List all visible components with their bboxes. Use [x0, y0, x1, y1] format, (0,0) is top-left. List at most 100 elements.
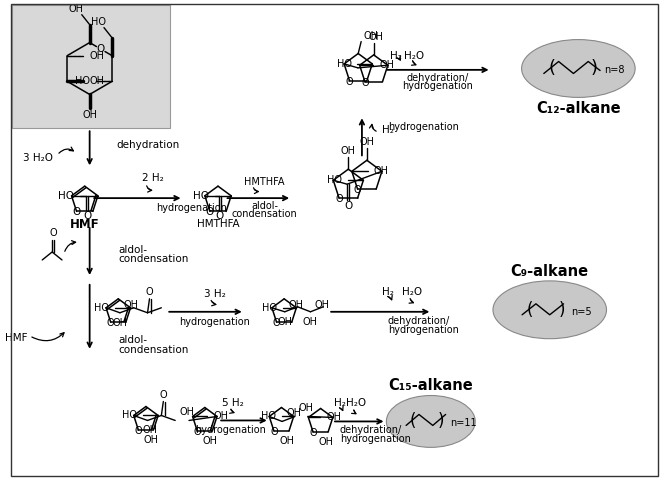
- Text: OH: OH: [368, 32, 383, 42]
- Text: (: (: [410, 412, 416, 431]
- Text: OH: OH: [289, 300, 304, 310]
- Text: OH: OH: [68, 4, 83, 13]
- Text: ): ): [558, 301, 565, 319]
- Text: O: O: [72, 207, 81, 217]
- Text: hydrogenation: hydrogenation: [156, 203, 226, 213]
- Text: aldol-: aldol-: [118, 245, 148, 255]
- Text: OH: OH: [341, 146, 355, 156]
- Text: HO: HO: [94, 303, 109, 313]
- Text: 3 H₂: 3 H₂: [204, 289, 226, 299]
- Text: O: O: [83, 211, 91, 221]
- Text: OH: OH: [124, 300, 139, 310]
- Text: n=5: n=5: [571, 307, 592, 317]
- FancyBboxPatch shape: [12, 5, 169, 128]
- Text: n=8: n=8: [604, 65, 624, 75]
- Text: HO: HO: [91, 17, 105, 26]
- Text: HMF: HMF: [5, 333, 27, 343]
- Text: OH: OH: [326, 412, 341, 422]
- Text: hydrogenation: hydrogenation: [195, 425, 265, 435]
- Text: HO: HO: [193, 191, 209, 201]
- Text: HO: HO: [336, 59, 352, 69]
- Text: hydrogenation: hydrogenation: [179, 317, 250, 327]
- Text: dehydration/: dehydration/: [406, 73, 469, 83]
- Text: O: O: [193, 427, 201, 437]
- Text: OH: OH: [299, 404, 314, 413]
- Text: H₂: H₂: [382, 287, 394, 297]
- Text: H₂O: H₂O: [402, 287, 422, 297]
- Text: n=11: n=11: [451, 419, 477, 429]
- Text: H₂O: H₂O: [346, 398, 366, 408]
- Text: OH: OH: [318, 437, 334, 447]
- Text: HMTHFA: HMTHFA: [244, 177, 285, 187]
- Text: O: O: [216, 211, 224, 221]
- Text: 3 H₂O: 3 H₂O: [23, 153, 53, 163]
- Text: O: O: [107, 318, 115, 328]
- Text: condensation: condensation: [118, 254, 189, 264]
- Text: condensation: condensation: [232, 209, 297, 219]
- Text: OH: OH: [286, 408, 301, 419]
- Text: dehydration/: dehydration/: [340, 425, 402, 435]
- Text: OH: OH: [113, 318, 127, 328]
- Text: O: O: [344, 201, 352, 211]
- Text: C₉-alkane: C₉-alkane: [510, 264, 589, 279]
- Ellipse shape: [493, 281, 606, 339]
- Text: OH: OH: [373, 166, 389, 176]
- Text: hydrogenation: hydrogenation: [402, 81, 473, 91]
- Text: hydrogenation: hydrogenation: [389, 122, 459, 132]
- Text: O: O: [206, 207, 214, 217]
- Text: O: O: [309, 428, 317, 438]
- Text: ): ): [438, 412, 444, 431]
- Text: O: O: [361, 78, 369, 88]
- Text: OH: OH: [303, 317, 318, 327]
- Text: dehydration/: dehydration/: [388, 316, 450, 326]
- Text: (: (: [548, 60, 555, 77]
- Text: OH: OH: [314, 300, 330, 310]
- Text: condensation: condensation: [118, 345, 189, 355]
- Text: HO: HO: [58, 191, 74, 201]
- Text: O: O: [134, 426, 142, 436]
- Text: C₁₅-alkane: C₁₅-alkane: [389, 378, 473, 393]
- Ellipse shape: [522, 39, 635, 97]
- Text: dehydration: dehydration: [117, 140, 179, 150]
- Text: O: O: [335, 194, 343, 204]
- Text: HO: HO: [261, 303, 277, 313]
- Text: OH: OH: [89, 50, 104, 60]
- Text: OH: OH: [379, 60, 395, 70]
- Text: OH: OH: [142, 425, 157, 435]
- Text: OH: OH: [82, 110, 97, 120]
- Text: OH: OH: [203, 436, 218, 446]
- Text: aldol-: aldol-: [118, 335, 148, 345]
- Text: 2 H₂: 2 H₂: [142, 173, 164, 183]
- Text: hydrogenation: hydrogenation: [388, 325, 459, 335]
- Text: O: O: [273, 318, 281, 328]
- Text: OH: OH: [144, 435, 159, 445]
- Text: H₂: H₂: [334, 398, 346, 408]
- Text: O: O: [354, 185, 361, 195]
- Text: O: O: [270, 427, 278, 437]
- Text: C₁₂-alkane: C₁₂-alkane: [536, 101, 621, 116]
- Text: HO: HO: [326, 175, 342, 185]
- Text: O: O: [97, 44, 105, 54]
- Text: OH: OH: [89, 76, 104, 86]
- Text: OH: OH: [279, 436, 295, 446]
- Text: O: O: [49, 228, 57, 238]
- Text: HO: HO: [261, 411, 276, 421]
- Text: (: (: [527, 301, 533, 319]
- Ellipse shape: [387, 396, 475, 447]
- Text: O: O: [146, 287, 154, 297]
- Text: HO: HO: [75, 76, 90, 86]
- Text: HMTHFA: HMTHFA: [197, 219, 239, 229]
- Text: OH: OH: [213, 411, 228, 421]
- Text: OH: OH: [359, 137, 375, 147]
- Text: OH: OH: [179, 408, 194, 418]
- Text: OH: OH: [277, 317, 293, 327]
- Text: H₂O: H₂O: [404, 51, 424, 61]
- Text: ): ): [591, 60, 598, 77]
- Text: 5 H₂: 5 H₂: [222, 397, 244, 408]
- Text: O: O: [160, 390, 167, 399]
- Text: H₂: H₂: [390, 51, 402, 61]
- Text: HMF: HMF: [70, 217, 99, 230]
- Text: hydrogenation: hydrogenation: [340, 434, 411, 444]
- Text: H₂: H₂: [382, 125, 393, 135]
- Text: O: O: [346, 77, 354, 86]
